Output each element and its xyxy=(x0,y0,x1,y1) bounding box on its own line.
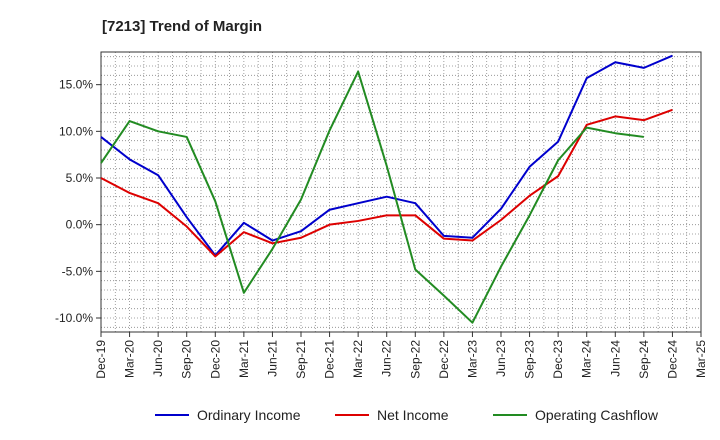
x-tick-label: Sep-23 xyxy=(523,340,537,379)
plot-area xyxy=(100,51,702,333)
x-tick-label: Dec-19 xyxy=(94,340,108,379)
y-tick-label: 10.0% xyxy=(59,124,93,138)
x-tick-label: Dec-22 xyxy=(437,340,451,379)
series-line-1 xyxy=(100,54,673,257)
series-line-2 xyxy=(100,108,673,258)
x-tick-label: Jun-21 xyxy=(265,340,279,377)
x-axis: Dec-19 Mar-20 Jun-20 Sep-20 Dec-20 Mar-21 Jun-… xyxy=(94,332,708,379)
y-tick-label: 15.0% xyxy=(59,78,93,92)
x-tick-label: Jun-22 xyxy=(380,340,394,377)
x-tick-label: Dec-21 xyxy=(323,340,337,379)
x-tick-label: Dec-23 xyxy=(551,340,565,379)
grid xyxy=(101,52,701,332)
x-tick-label: Jun-24 xyxy=(608,340,622,377)
x-tick-label: Mar-23 xyxy=(465,340,479,378)
x-tick-label: Mar-25 xyxy=(694,340,708,378)
chart-title: [7213] Trend of Margin xyxy=(102,18,262,35)
y-tick-label: 0.0% xyxy=(66,218,94,232)
x-tick-label: Jun-23 xyxy=(494,340,508,377)
x-tick-label: Mar-20 xyxy=(123,340,137,378)
y-tick-label: -10.0% xyxy=(55,311,93,325)
y-tick-label: 5.0% xyxy=(66,171,94,185)
y-tick-label: -5.0% xyxy=(62,264,94,278)
x-tick-label: Mar-21 xyxy=(237,340,251,378)
x-tick-label: Mar-22 xyxy=(351,340,365,378)
legend-label: Ordinary Income xyxy=(197,407,301,423)
x-tick-label: Sep-24 xyxy=(637,340,651,379)
series-lines xyxy=(100,54,673,324)
y-axis: -10.0% -5.0% 0.0% 5.0% 10.0% 15.0% xyxy=(55,78,101,325)
x-tick-label: Dec-24 xyxy=(665,340,679,379)
x-tick-label: Dec-20 xyxy=(208,340,222,379)
legend-label: Operating Cashflow xyxy=(535,407,659,423)
x-tick-label: Sep-20 xyxy=(180,340,194,379)
series-line-3 xyxy=(100,70,644,324)
legend: Ordinary Income Net Income Operating Cashf… xyxy=(155,407,659,423)
legend-label: Net Income xyxy=(377,407,449,423)
x-tick-label: Jun-20 xyxy=(151,340,165,377)
x-tick-label: Sep-21 xyxy=(294,340,308,379)
x-tick-label: Mar-24 xyxy=(580,340,594,378)
x-tick-label: Sep-22 xyxy=(408,340,422,379)
